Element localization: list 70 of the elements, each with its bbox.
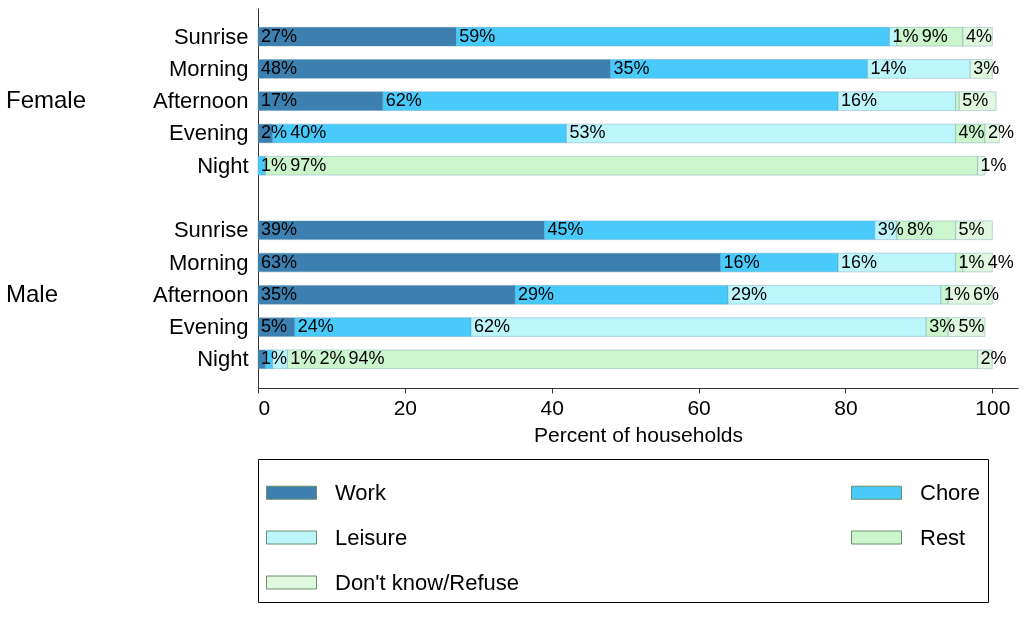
legend-label: Rest	[920, 524, 966, 550]
y-tick-label: Evening	[168, 314, 249, 340]
x-tick-label: 0	[258, 395, 271, 419]
y-tick-label: Night	[197, 346, 249, 372]
x-axis-title: Percent of households	[534, 422, 743, 446]
data-label: 3%	[973, 57, 1000, 78]
y-tick-label: Sunrise	[173, 23, 249, 49]
y-tick-label: Evening	[168, 120, 249, 146]
data-label: 16%	[723, 251, 760, 272]
data-label: 63%	[261, 251, 298, 272]
data-label: 94%	[348, 348, 385, 369]
data-label: 4%	[987, 251, 1014, 272]
data-label: 1%	[290, 348, 317, 369]
data-label: 14%	[870, 57, 907, 78]
data-label: 2%	[987, 122, 1014, 143]
data-label: 1%	[980, 154, 1007, 175]
data-label: 45%	[547, 219, 584, 240]
y-tick-label: Sunrise	[173, 217, 249, 243]
data-label: 4%	[958, 122, 985, 143]
x-tick-label: 100	[975, 395, 1011, 419]
data-label: 16%	[841, 90, 878, 111]
text: Female	[6, 86, 87, 114]
data-label: 16%	[841, 251, 878, 272]
data-label: 2%	[319, 348, 346, 369]
y-tick-label: Morning	[169, 249, 249, 275]
data-label: 1%	[958, 251, 985, 272]
data-label: 39%	[261, 219, 298, 240]
legend-label: Don't know/Refuse	[335, 569, 519, 595]
data-label: 5%	[958, 219, 985, 240]
data-label: 2%	[980, 348, 1007, 369]
data-label: 3%	[929, 316, 956, 337]
x-tick-label: 20	[393, 395, 418, 419]
data-label: 48%	[261, 57, 298, 78]
data-label: 5%	[958, 316, 985, 337]
data-label: 35%	[261, 283, 298, 304]
data-label: 5%	[962, 90, 989, 111]
x-tick-label: 40	[540, 395, 564, 419]
data-label: 2%	[261, 122, 288, 143]
data-label: 8%	[907, 219, 934, 240]
data-label: 29%	[518, 283, 555, 304]
data-label: 27%	[261, 25, 298, 46]
legend-label: Chore	[920, 479, 980, 505]
data-label: 1%	[892, 25, 919, 46]
data-label: 17%	[261, 90, 298, 111]
y-tick-label: Morning	[169, 55, 249, 81]
legend-label: Work	[335, 479, 387, 505]
data-label: 1%	[261, 348, 288, 369]
data-label: 1%	[943, 283, 970, 304]
data-label: 35%	[613, 57, 650, 78]
data-label: 53%	[569, 122, 606, 143]
data-label: 1%	[261, 154, 288, 175]
data-label: 5%	[261, 316, 288, 337]
y-tick-label: Afternoon	[153, 88, 249, 114]
data-label: 3%	[877, 219, 904, 240]
x-tick-label: 60	[687, 395, 711, 419]
y-tick-label: Afternoon	[153, 281, 249, 307]
x-tick-label: 80	[834, 395, 858, 419]
data-label: 97%	[290, 154, 327, 175]
data-label: 59%	[459, 25, 496, 46]
y-tick-label: Night	[197, 152, 249, 178]
data-label: 4%	[965, 25, 992, 46]
data-label: 40%	[290, 122, 327, 143]
data-label: 9%	[921, 25, 948, 46]
legend-label: Leisure	[335, 524, 408, 550]
data-label: 62%	[473, 316, 510, 337]
data-label: 24%	[297, 316, 334, 337]
data-label: 29%	[730, 283, 767, 304]
text: Male	[6, 279, 59, 307]
data-label: 6%	[973, 283, 1000, 304]
data-label: 62%	[385, 90, 422, 111]
